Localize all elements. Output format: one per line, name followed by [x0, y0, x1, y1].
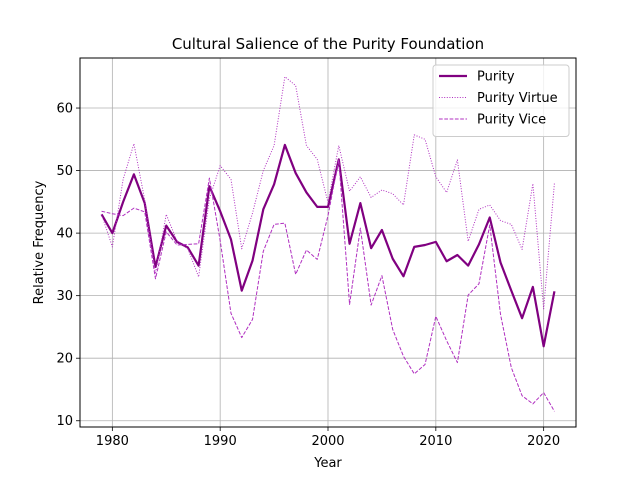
y-tick-label: 20	[56, 352, 73, 367]
x-tick-label: 2020	[527, 434, 560, 449]
chart-title: Cultural Salience of the Purity Foundati…	[172, 35, 484, 53]
y-tick-label: 10	[56, 414, 73, 429]
y-tick-label: 50	[56, 164, 73, 179]
series-lines	[100, 76, 556, 412]
x-tick-label: 1990	[204, 434, 237, 449]
x-tick-label: 2000	[311, 434, 344, 449]
y-tick-label: 60	[56, 102, 73, 117]
legend-entry-label: Purity	[477, 70, 515, 85]
series-line-purity-virtue	[101, 76, 555, 310]
y-tick-label: 40	[56, 227, 73, 242]
x-axis-label: Year	[313, 456, 342, 471]
y-axis-label: Relative Frequency	[32, 180, 47, 304]
x-tick-label: 1980	[96, 434, 129, 449]
legend-entry-label: Purity Virtue	[477, 91, 558, 106]
series-line-purity-vice	[101, 159, 555, 412]
legend-entry-label: Purity Vice	[477, 113, 546, 128]
y-tick-label: 30	[56, 289, 73, 304]
legend: Purity Purity Virtue Purity Vice	[432, 64, 570, 137]
axis-ticks: 1980 1990 2000 2010 2020 10 20 30 40 50 60	[56, 102, 560, 449]
x-tick-label: 2010	[419, 434, 452, 449]
series-line-purity	[100, 143, 556, 348]
